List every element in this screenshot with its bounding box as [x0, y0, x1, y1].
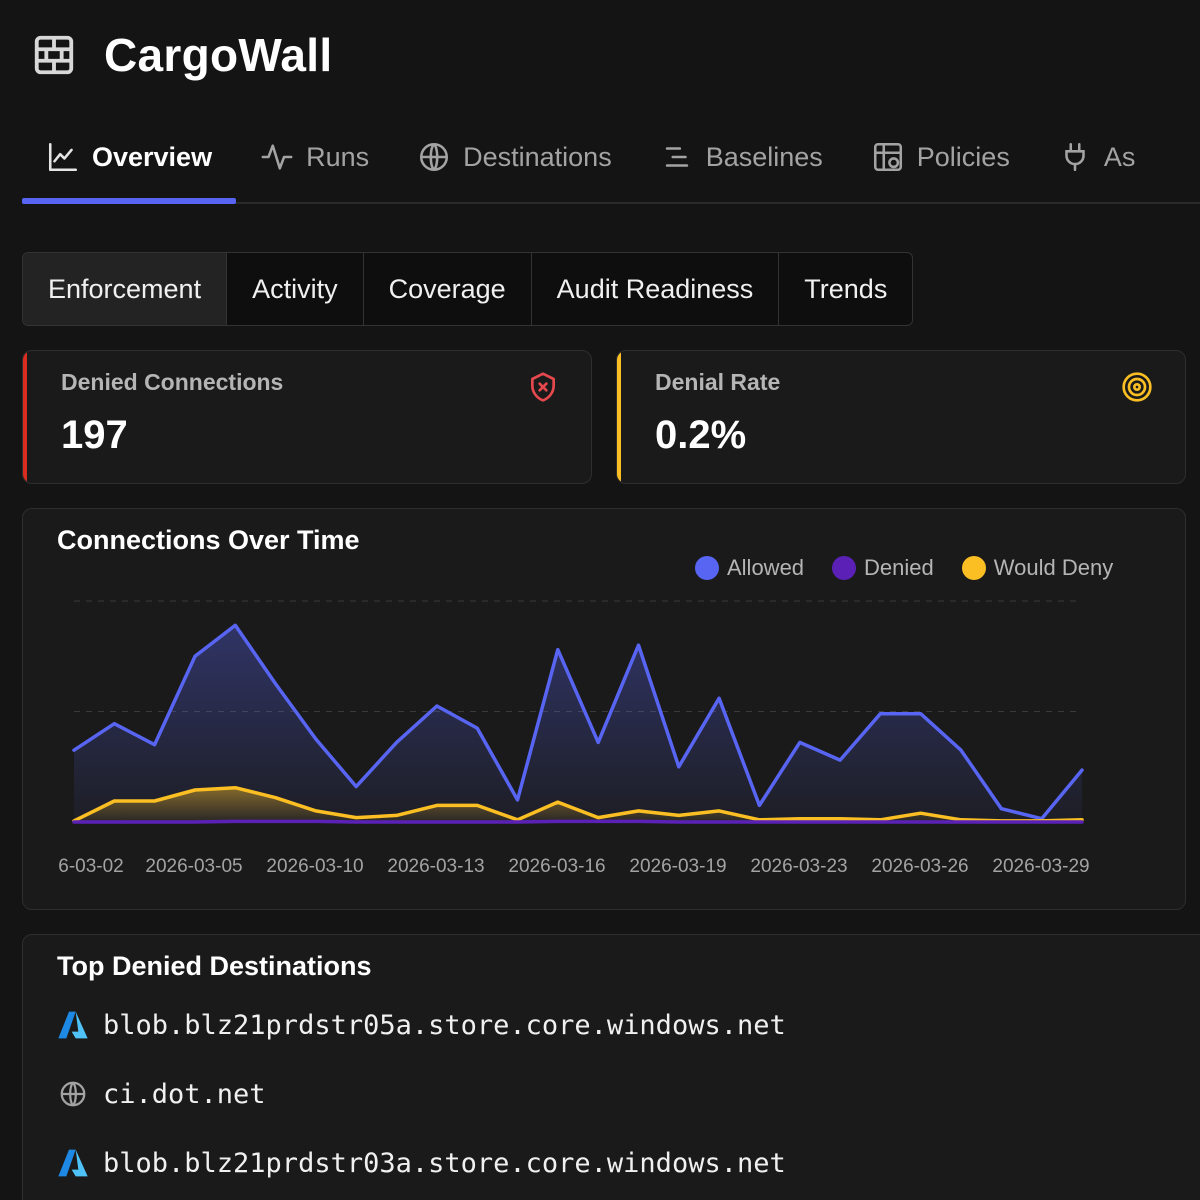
line-chart-icon	[48, 142, 78, 172]
top-denied-title: Top Denied Destinations	[57, 951, 372, 981]
connections-chart: 6-03-02 2026-03-05 2026-03-10 2026-03-13 202…	[58, 600, 1090, 877]
series-area-allowed	[74, 625, 1082, 822]
tab-assets-label: As	[1103, 141, 1136, 172]
destination-host: blob.blz21prdstr03a.store.core.windows.n…	[103, 1147, 786, 1179]
subtab-trends[interactable]: Trends	[804, 273, 888, 304]
policy-grid-icon	[873, 142, 902, 172]
chart-title: Connections Over Time	[57, 525, 360, 555]
destination-row[interactable]: ci.dot.net	[57, 1078, 266, 1110]
app-title: CargoWall	[104, 29, 333, 81]
stat-label: Denied Connections	[61, 369, 284, 395]
x-tick-label: 2026-03-10	[266, 856, 363, 877]
legend-label: Denied	[864, 555, 934, 580]
globe-icon	[420, 142, 449, 172]
x-tick-label: 2026-03-16	[508, 856, 605, 877]
legend-item-denied[interactable]: Denied	[832, 555, 934, 581]
tab-baselines[interactable]: Baselines	[636, 114, 847, 200]
tab-overview-label: Overview	[92, 141, 213, 172]
plug-icon	[1065, 142, 1085, 172]
overview-subtabs: Enforcement Activity Coverage Audit Read…	[22, 252, 914, 326]
denied-connections-card: Denied Connections 197	[22, 350, 592, 484]
tab-policies-label: Policies	[916, 141, 1010, 172]
x-tick-label: 2026-03-26	[871, 856, 968, 877]
x-tick-label: 2026-03-05	[145, 856, 242, 877]
target-icon	[1122, 372, 1152, 402]
x-tick-label: 6-03-02	[58, 856, 124, 877]
tab-baselines-label: Baselines	[705, 141, 823, 172]
subtab-enforcement[interactable]: Enforcement	[23, 253, 228, 325]
globe-icon	[57, 1078, 89, 1110]
denial-rate-card: Denial Rate 0.2%	[616, 350, 1186, 484]
tab-policies[interactable]: Policies	[847, 114, 1034, 200]
azure-icon	[57, 1009, 89, 1041]
legend-swatch	[832, 556, 857, 580]
series-line-allowed	[72, 623, 1084, 821]
card-accent-bar	[617, 351, 621, 483]
legend-swatch	[961, 556, 986, 580]
subtab-activity[interactable]: Activity	[227, 253, 364, 325]
series-line-denied	[72, 819, 1084, 824]
chart-legend: Allowed Denied Would Deny	[695, 555, 1113, 581]
card-accent-bar	[23, 351, 27, 483]
stat-value: 0.2%	[655, 413, 747, 457]
subtab-coverage[interactable]: Coverage	[364, 253, 532, 325]
legend-label: Would Deny	[993, 555, 1114, 580]
activity-icon	[261, 144, 293, 170]
destination-row[interactable]: blob.blz21prdstr03a.store.core.windows.n…	[57, 1147, 786, 1179]
stat-value: 197	[61, 413, 128, 457]
x-tick-label: 2026-03-29	[992, 856, 1089, 877]
legend-label: Allowed	[727, 555, 805, 580]
tab-runs-label: Runs	[306, 141, 370, 172]
brick-wall-icon	[30, 31, 78, 79]
tab-runs[interactable]: Runs	[236, 114, 393, 200]
legend-item-allowed[interactable]: Allowed	[695, 555, 804, 581]
align-lines-icon	[665, 147, 688, 167]
legend-item-would-deny[interactable]: Would Deny	[961, 555, 1114, 581]
series-line-would-deny	[72, 785, 1084, 823]
main-nav: Overview Runs Destinations Baselines Pol…	[22, 114, 1200, 204]
destination-host: blob.blz21prdstr05a.store.core.windows.n…	[103, 1009, 786, 1041]
app-header: CargoWall	[30, 28, 332, 82]
x-tick-label: 2026-03-19	[629, 856, 726, 877]
tab-assets[interactable]: As	[1034, 114, 1160, 200]
tab-destinations[interactable]: Destinations	[393, 114, 636, 200]
top-denied-card: Top Denied Destinations blob.blz21prdstr…	[22, 934, 1200, 1200]
x-tick-label: 2026-03-23	[750, 856, 847, 877]
azure-icon	[57, 1147, 89, 1179]
connections-chart-card: Connections Over Time Allowed Denied Wou…	[22, 508, 1186, 910]
destination-host: ci.dot.net	[103, 1078, 266, 1110]
x-tick-label: 2026-03-13	[387, 856, 484, 877]
destination-row[interactable]: blob.blz21prdstr05a.store.core.windows.n…	[57, 1009, 786, 1041]
stat-label: Denial Rate	[655, 369, 781, 395]
legend-swatch	[695, 556, 719, 580]
tab-destinations-label: Destinations	[463, 141, 612, 172]
shield-x-icon	[531, 372, 555, 402]
tab-overview[interactable]: Overview	[22, 114, 237, 204]
subtab-audit-readiness[interactable]: Audit Readiness	[532, 253, 780, 325]
